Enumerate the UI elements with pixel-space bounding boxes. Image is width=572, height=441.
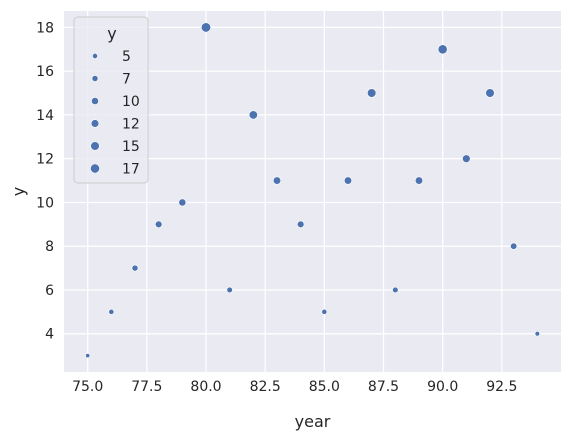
legend-marker	[91, 75, 99, 82]
y-tick-label: 18	[36, 20, 54, 36]
x-tick-label: 82.5	[250, 379, 281, 395]
x-tick-label: 77.5	[131, 379, 162, 395]
data-point	[296, 220, 305, 229]
data-point	[414, 176, 424, 185]
legend-label: 10	[122, 94, 140, 110]
x-tick-label: 87.5	[368, 379, 399, 395]
y-tick-label: 10	[36, 195, 54, 211]
data-point	[462, 154, 471, 163]
legend-label: 15	[122, 139, 140, 155]
data-point	[85, 353, 91, 359]
data-point	[485, 88, 495, 98]
data-point	[178, 198, 187, 207]
size-legend: y 5 7 10 12 15 17	[73, 16, 149, 184]
y-axis-label: y	[9, 187, 28, 196]
y-tick-label: 6	[45, 283, 54, 299]
legend-marker	[92, 53, 98, 59]
legend-box	[73, 16, 149, 184]
data-point	[534, 331, 541, 337]
data-point	[226, 286, 233, 294]
data-point	[392, 286, 399, 294]
legend-entries: 5 7 10 12 15 17	[90, 49, 140, 178]
legend-label: 7	[122, 72, 131, 88]
x-tick-label: 75.0	[72, 379, 103, 395]
data-point	[367, 88, 377, 98]
data-point	[154, 220, 163, 229]
data-point	[437, 44, 448, 55]
data-point	[343, 176, 353, 185]
y-tick-label: 8	[45, 239, 54, 255]
tick-labels: 75.0 77.5 80.0 82.5 85.0 87.5 90.0 92.5 4 6 8 10 12 1…	[36, 20, 517, 395]
x-axis-label: year	[295, 412, 331, 431]
data-point	[248, 110, 258, 120]
legend-label: 5	[122, 49, 131, 65]
data-points	[85, 22, 541, 359]
x-tick-label: 92.5	[486, 379, 517, 395]
data-point	[200, 22, 212, 33]
data-point	[272, 176, 282, 185]
legend-label: 17	[122, 162, 140, 178]
legend-title: y	[107, 24, 116, 43]
data-point	[108, 308, 115, 315]
y-tick-label: 14	[36, 108, 54, 124]
y-tick-label: 12	[36, 152, 54, 168]
x-tick-label: 90.0	[427, 379, 458, 395]
data-point	[321, 308, 328, 315]
y-tick-label: 16	[36, 64, 54, 80]
data-point	[510, 242, 518, 250]
x-tick-label: 80.0	[190, 379, 221, 395]
legend-marker	[90, 119, 100, 128]
legend-marker	[91, 97, 99, 105]
y-tick-label: 4	[45, 327, 54, 343]
grid	[64, 11, 561, 372]
legend-marker	[90, 141, 100, 151]
legend-label: 12	[122, 117, 140, 133]
x-tick-label: 85.0	[309, 379, 340, 395]
legend-marker	[90, 163, 100, 174]
data-point	[131, 264, 139, 272]
